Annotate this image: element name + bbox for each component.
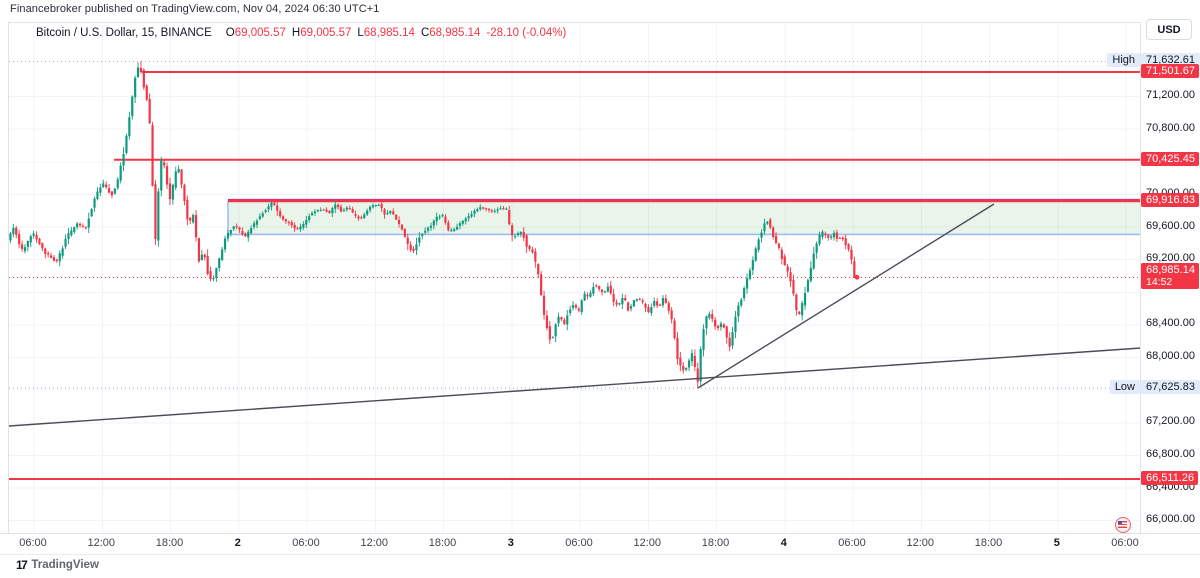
price-tick: 68,000.00 xyxy=(1146,350,1195,363)
change-value: -28.10 (-0.04%) xyxy=(486,27,567,39)
tradingview-logo-text: TradingView xyxy=(31,559,99,571)
price-level-label: 70,425.45 xyxy=(1141,151,1199,166)
price-axis-divider xyxy=(1140,22,1141,533)
price-level-label: 66,511.26 xyxy=(1141,471,1199,486)
time-tick: 18:00 xyxy=(428,537,457,549)
attribution-text: Financebroker published on TradingView.c… xyxy=(10,3,380,15)
ohlc-high-value: 69,005.57 xyxy=(300,27,352,39)
price-level-label: 71,501.67 xyxy=(1141,64,1199,78)
tradingview-watermark[interactable]: 17 TradingView xyxy=(16,559,99,571)
price-level-label: 69,916.83 xyxy=(1141,193,1199,208)
time-tick: 12:00 xyxy=(633,537,662,549)
ohlc-low-key: L xyxy=(357,27,364,39)
time-tick: 06:00 xyxy=(292,537,320,549)
ohlc-open-value: 69,005.57 xyxy=(234,27,286,39)
flag-canton xyxy=(1118,520,1122,524)
ohlc-close-key: C xyxy=(420,27,430,39)
time-tick: 12:00 xyxy=(906,537,935,549)
time-tick-day: 4 xyxy=(780,537,787,549)
grid-layer xyxy=(9,23,1141,534)
chart-plot-area[interactable] xyxy=(8,22,1141,534)
session-high-chip: High xyxy=(1107,53,1140,68)
session-low-chip: Low xyxy=(1109,380,1140,395)
time-tick-day: 5 xyxy=(1053,537,1060,549)
time-tick: 18:00 xyxy=(155,537,184,549)
bar-countdown: 14:52 xyxy=(1146,276,1173,289)
time-tick-day: 2 xyxy=(234,537,241,549)
time-tick: 12:00 xyxy=(87,537,116,549)
last-price-dot xyxy=(854,274,860,280)
candles-layer xyxy=(9,61,860,389)
economic-event-icon[interactable] xyxy=(1115,517,1131,533)
flag-stripes xyxy=(1118,520,1127,529)
ohlc-high-key: H xyxy=(291,27,301,39)
currency-toggle-button[interactable]: USD xyxy=(1146,19,1192,40)
price-tick: 66,800.00 xyxy=(1146,447,1195,460)
price-tick: 66,000.00 xyxy=(1146,513,1195,526)
time-tick: 18:00 xyxy=(974,537,1003,549)
trendlines-layer xyxy=(9,203,1141,427)
last-price-label: 68,985.14 14:52 xyxy=(1141,263,1199,290)
price-tick: 71,200.00 xyxy=(1146,89,1195,102)
time-tick-day: 3 xyxy=(507,537,514,549)
reference-lines xyxy=(9,60,1141,389)
time-tick: 06:00 xyxy=(1111,537,1139,549)
time-tick: 18:00 xyxy=(701,537,730,549)
time-axis[interactable]: 06:00 12:00 18:00 2 06:00 12:00 18:00 3 06:00 12:… xyxy=(8,534,1140,554)
tradingview-logo-icon: 17 xyxy=(16,558,28,572)
symbol-title: Bitcoin / U.S. Dollar, 15, BINANCE xyxy=(36,27,212,39)
footer-divider xyxy=(0,554,1200,555)
ohlc-close-value: 68,985.14 xyxy=(429,27,481,39)
session-low-value: 67,625.83 xyxy=(1141,380,1200,395)
price-level-rays xyxy=(9,71,1141,480)
symbol-legend: Bitcoin / U.S. Dollar, 15, BINANCE O69,00… xyxy=(36,27,566,39)
time-tick: 06:00 xyxy=(565,537,593,549)
price-tick: 67,200.00 xyxy=(1146,415,1195,428)
session-high-value: 71,632.61 xyxy=(1141,53,1200,68)
chart-canvas[interactable] xyxy=(9,23,1141,534)
time-tick: 06:00 xyxy=(19,537,47,549)
ohlc-low-value: 68,985.14 xyxy=(363,27,415,39)
price-tick: 70,800.00 xyxy=(1146,121,1195,134)
time-tick: 06:00 xyxy=(838,537,866,549)
price-tick: 69,600.00 xyxy=(1146,219,1195,232)
ohlc-open-key: O xyxy=(225,27,235,39)
price-tick: 68,400.00 xyxy=(1146,317,1195,330)
last-price-value: 68,985.14 xyxy=(1146,264,1195,277)
time-axis-divider xyxy=(0,533,1200,534)
price-tick: 69,200.00 xyxy=(1146,252,1195,265)
time-tick: 12:00 xyxy=(360,537,389,549)
price-axis[interactable]: 71,200.0070,800.0070,000.0069,600.0069,2… xyxy=(1107,22,1200,533)
